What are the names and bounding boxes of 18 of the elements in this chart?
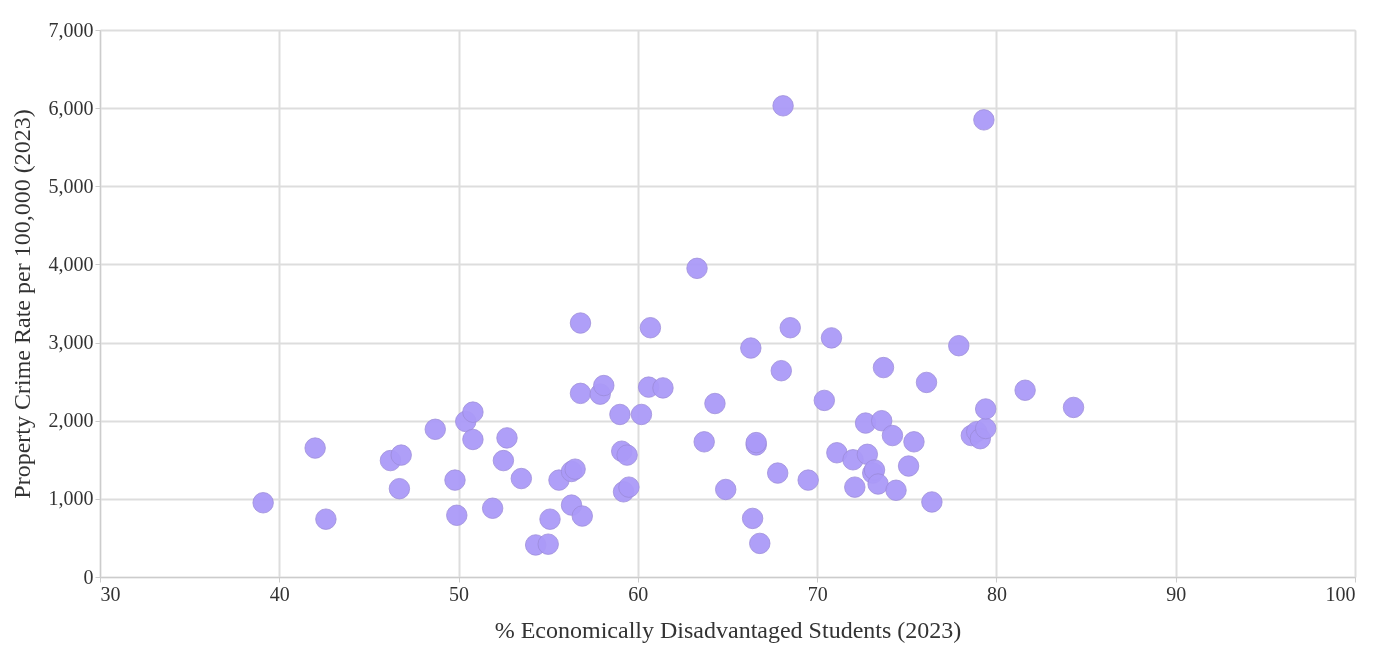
x-tick-label: 30 (100, 582, 121, 605)
y-axis-title: Property Crime Rate per 100,000 (2023) (8, 109, 35, 499)
x-tick-label: 80 (986, 582, 1007, 605)
y-tick-label: 0 (83, 565, 94, 588)
y-tick-label: 5,000 (48, 174, 94, 197)
x-tick-label: 90 (1166, 582, 1187, 605)
y-tick-label: 4,000 (48, 252, 94, 275)
y-tick-label: 7,000 (48, 18, 94, 41)
x-axis-title: % Economically Disadvantaged Students (2023) (494, 616, 962, 643)
x-tick-label: 100 (1325, 582, 1356, 605)
x-tick-label: 60 (628, 582, 649, 605)
y-tick-label: 2,000 (48, 409, 94, 432)
y-tick-label: 3,000 (48, 331, 94, 354)
x-tick-label: 50 (449, 582, 470, 605)
y-tick-label: 6,000 (48, 96, 94, 119)
x-tick-label: 40 (269, 582, 290, 605)
x-tick-label: 70 (807, 582, 828, 605)
y-tick-label: 1,000 (48, 487, 94, 510)
